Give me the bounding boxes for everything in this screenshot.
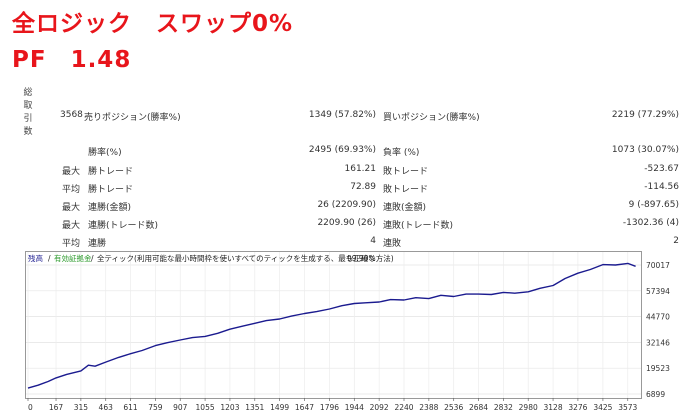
x-tick-label: 1055 xyxy=(196,403,215,412)
x-tick-label: 2388 xyxy=(419,403,438,412)
avg-win-trade-value: 72.89 xyxy=(350,182,376,192)
chart-series xyxy=(27,262,636,389)
max-consec-win-count-label: 連勝(トレード数) xyxy=(88,221,159,231)
win-rate-value: 2495 (69.93%) xyxy=(308,145,376,155)
legend-model: 全ティック(利用可能な最小時間枠を使いすべてのティックを生成する、最も正確な方法… xyxy=(97,253,394,263)
long-positions-label: 買いポジション(勝率%) xyxy=(383,113,480,123)
x-tick-label: 0 xyxy=(28,403,33,412)
x-tick-label: 2980 xyxy=(519,403,538,412)
x-tick-label: 1351 xyxy=(245,403,264,412)
legend-separator-2: / xyxy=(91,254,94,263)
legend-balance: 残高 xyxy=(28,253,43,263)
x-tick-label: 167 xyxy=(49,403,64,412)
plot-frame xyxy=(25,251,642,399)
x-tick-label: 3276 xyxy=(568,403,587,412)
max-label-3: 最大 xyxy=(62,221,81,231)
max-consec-loss-count-label: 連敗(トレード数) xyxy=(383,221,454,231)
x-tick-label: 315 xyxy=(74,403,89,412)
x-tick-label: 759 xyxy=(148,403,163,412)
profit-factor: PF 1.48 xyxy=(12,47,132,73)
y-tick-label: 70017 xyxy=(646,261,670,270)
chart-legend: 残高 / 有効証拠金 / 全ティック(利用可能な最小時間枠を使いすべてのティック… xyxy=(28,253,394,263)
x-tick-label: 3573 xyxy=(618,403,637,412)
legend-equity: 有効証拠金 xyxy=(54,253,92,263)
short-positions-label: 売りポジション(勝率%) xyxy=(84,113,181,123)
x-tick-label: 2832 xyxy=(494,403,513,412)
max-consec-win-count-value: 2209.90 (26) xyxy=(317,218,376,228)
x-tick-label: 1647 xyxy=(295,403,314,412)
x-tick-label: 2092 xyxy=(370,403,389,412)
avg-consec-loss-value: 2 xyxy=(673,236,679,246)
x-tick-label: 611 xyxy=(123,403,138,412)
avg-label: 平均 xyxy=(62,185,81,195)
y-tick-label: 6899 xyxy=(646,390,665,399)
avg-consec-win-label: 連勝 xyxy=(88,239,107,249)
report-title: 全ロジック スワップ0% xyxy=(12,11,294,37)
y-tick-label: 32146 xyxy=(646,338,670,347)
y-tick-label: 57394 xyxy=(646,287,670,296)
y-tick-label: 44770 xyxy=(646,313,670,322)
x-axis-ticks: 0 167 315 463 611 759 907 1055 1203 1351 1499 1647 1… xyxy=(27,398,638,412)
max-consec-loss-amount-value: 9 (-897.65) xyxy=(628,200,679,210)
x-tick-label: 907 xyxy=(173,403,188,412)
total-trades-label: 総取引数 xyxy=(23,88,33,137)
max-consec-loss-count-value: -1302.36 (4) xyxy=(622,218,679,228)
x-tick-label: 2536 xyxy=(444,403,463,412)
avg-win-trade-label: 勝トレード xyxy=(88,185,134,195)
short-positions-value: 1349 (57.82%) xyxy=(308,110,376,120)
avg-label-2: 平均 xyxy=(62,239,81,249)
x-tick-label: 2684 xyxy=(469,403,488,412)
legend-quality: 99.90% xyxy=(347,254,376,263)
max-loss-trade-label: 敗トレード xyxy=(383,167,429,177)
balance-line xyxy=(27,262,636,389)
max-consec-loss-amount-label: 連敗(金額) xyxy=(383,203,427,213)
legend-separator-1: / xyxy=(48,254,51,263)
x-tick-label: 3425 xyxy=(593,403,612,412)
total-trades-value: 3568 xyxy=(60,110,83,120)
loss-rate-label: 負率 (%) xyxy=(383,148,420,158)
max-label: 最大 xyxy=(62,167,81,177)
avg-consec-win-value: 4 xyxy=(370,236,376,246)
x-tick-label: 1944 xyxy=(345,403,364,412)
loss-rate-value: 1073 (30.07%) xyxy=(611,145,679,155)
x-tick-label: 1499 xyxy=(270,403,289,412)
avg-loss-trade-label: 敗トレード xyxy=(383,185,429,195)
max-label-2: 最大 xyxy=(62,203,81,213)
max-consec-win-amount-value: 26 (2209.90) xyxy=(317,200,376,210)
balance-chart-svg: 70017 57394 44770 32146 19523 6899 0 167 315 463… xyxy=(25,251,670,412)
chart-grid xyxy=(26,252,641,398)
max-win-trade-value: 161.21 xyxy=(344,164,377,174)
x-tick-label: 463 xyxy=(99,403,114,412)
max-win-trade-label: 勝トレード xyxy=(88,167,134,177)
x-tick-label: 3128 xyxy=(544,403,563,412)
win-rate-label: 勝率(%) xyxy=(88,148,122,158)
y-tick-label: 19523 xyxy=(646,364,670,373)
max-loss-trade-value: -523.67 xyxy=(644,164,679,174)
avg-loss-trade-value: -114.56 xyxy=(644,182,679,192)
y-axis-ticks: 70017 57394 44770 32146 19523 6899 xyxy=(646,261,670,399)
long-positions-value: 2219 (77.29%) xyxy=(611,110,679,120)
x-tick-label: 1203 xyxy=(220,403,239,412)
max-consec-win-amount-label: 連勝(金額) xyxy=(88,203,132,213)
avg-consec-loss-label: 連敗 xyxy=(383,239,402,249)
balance-chart: 70017 57394 44770 32146 19523 6899 0 167 315 463… xyxy=(25,251,697,416)
x-tick-label: 2240 xyxy=(394,403,413,412)
x-tick-label: 1796 xyxy=(320,403,339,412)
